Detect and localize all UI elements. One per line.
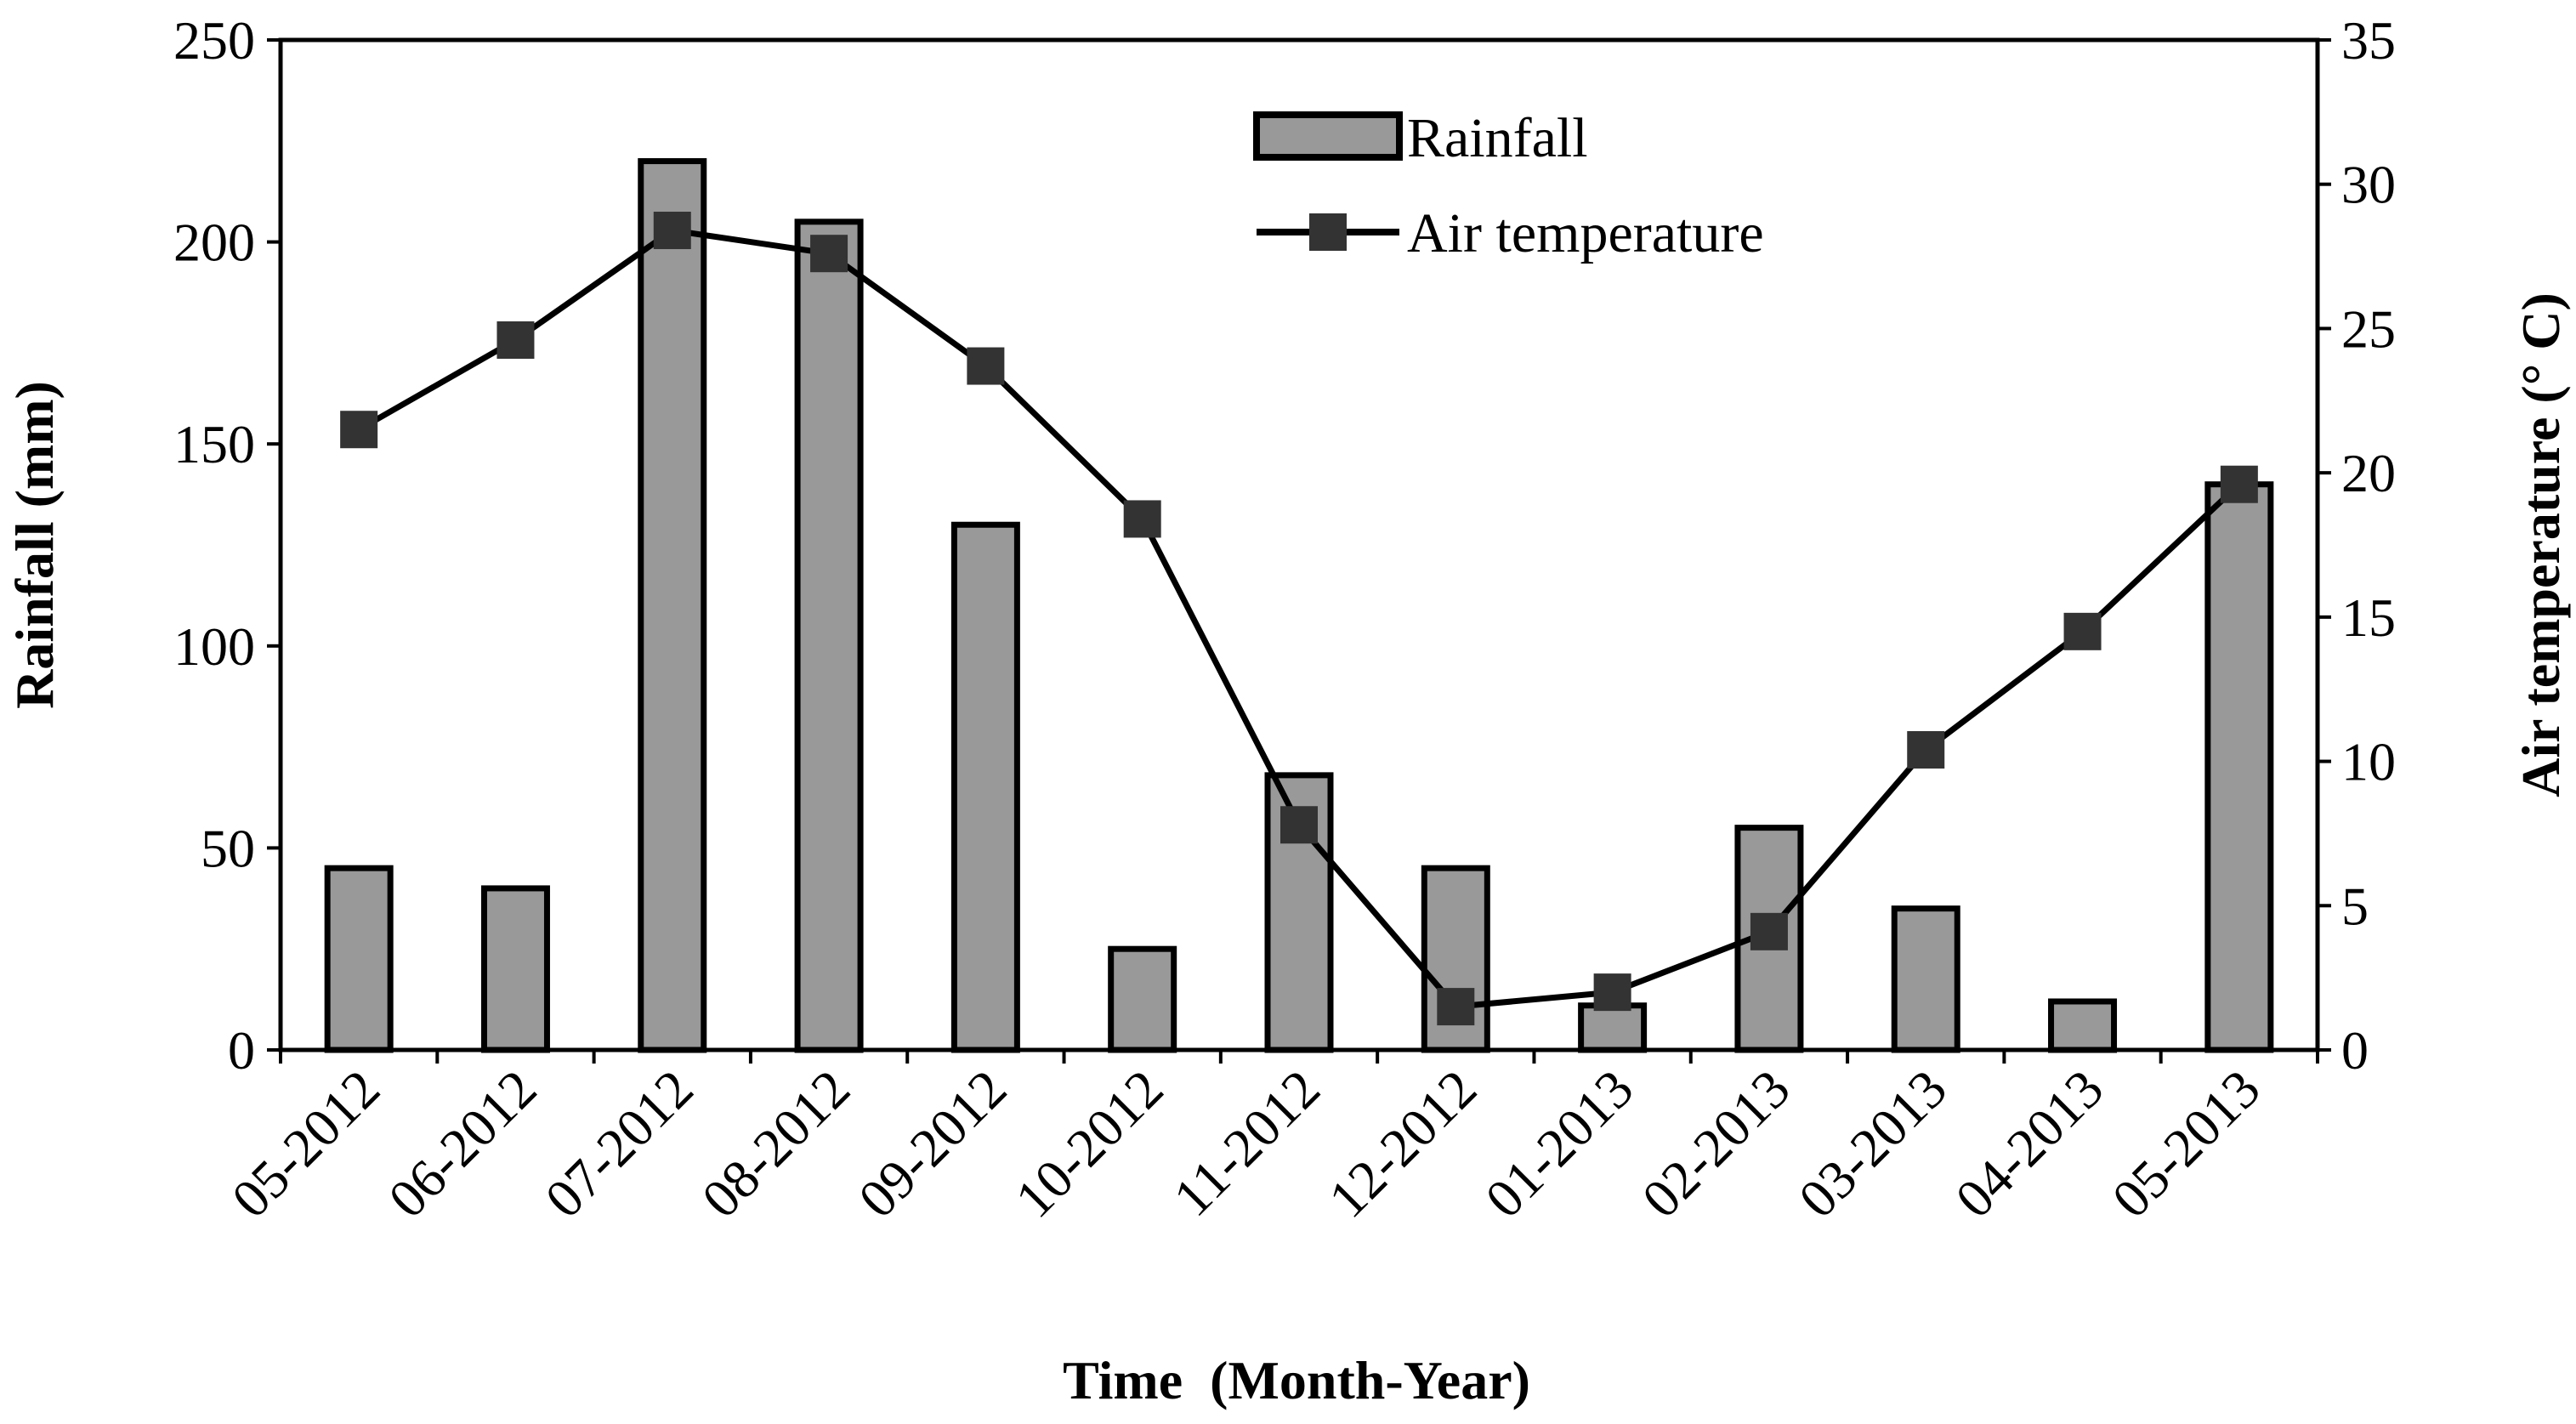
x-tick-label-02-2013: 02-2013: [1631, 1058, 1801, 1229]
x-tick-label-05-2013: 05-2013: [2101, 1058, 2272, 1229]
x-tick-label-09-2012: 09-2012: [847, 1058, 1018, 1229]
legend-rainfall-label: Rainfall: [1407, 107, 1588, 169]
rainfall-bar-03-2013: [1891, 905, 1960, 1053]
y2-tick-label-25: 25: [2341, 298, 2396, 359]
x-tick-label-07-2012: 07-2012: [534, 1058, 705, 1229]
y-tick-label-250: 250: [173, 10, 255, 71]
y-tick-label-0: 0: [228, 1020, 255, 1081]
rainfall-bar-08-2012: [794, 218, 864, 1053]
x-tick-label-03-2013: 03-2013: [1787, 1058, 1958, 1229]
temperature-point-01-2013: [1593, 973, 1631, 1012]
rainfall-bar-09-2012: [950, 521, 1020, 1053]
temperature-point-11-2012: [1280, 806, 1318, 844]
x-tick-label-06-2012: 06-2012: [377, 1058, 548, 1229]
temperature-point-04-2013: [2063, 612, 2102, 650]
y2-tick-label-35: 35: [2341, 10, 2396, 71]
y2-tick-label-10: 10: [2341, 732, 2396, 792]
y2-tick-label-5: 5: [2341, 876, 2369, 936]
rainfall-bar-05-2013: [2204, 481, 2274, 1053]
y2-tick-label-0: 0: [2341, 1020, 2369, 1081]
temperature-point-08-2012: [810, 235, 848, 273]
temperature-point-03-2013: [1907, 730, 1945, 769]
temperature-point-05-2013: [2220, 465, 2258, 503]
x-tick-label-10-2012: 10-2012: [1004, 1058, 1175, 1229]
x-axis-title: Time (Month-Year): [1063, 1350, 1530, 1410]
rainfall-bar-05-2012: [324, 865, 394, 1053]
temperature-point-10-2012: [1123, 500, 1161, 538]
legend-rainfall-swatch: [1253, 111, 1403, 161]
temperature-point-07-2012: [653, 212, 691, 250]
y2-tick-label-20: 20: [2341, 443, 2396, 503]
legend: Rainfall Air temperature: [1253, 107, 1764, 264]
y-axis-title: Rainfall (mm): [4, 381, 65, 709]
y-tick-label-100: 100: [173, 616, 255, 677]
y2-tick-label-30: 30: [2341, 155, 2396, 215]
x-tick-label-08-2012: 08-2012: [690, 1058, 861, 1229]
temperature-point-05-2012: [340, 411, 378, 449]
rainfall-bar-01-2013: [1578, 1002, 1648, 1053]
rainfall-bar-06-2012: [480, 885, 550, 1053]
legend-temperature-marker: [1309, 213, 1347, 251]
x-tick-label-04-2013: 04-2013: [1943, 1058, 2114, 1229]
y-tick-label-150: 150: [173, 414, 255, 474]
y2-tick-label-15: 15: [2341, 587, 2396, 648]
y2-axis-title: Air temperature (° C): [2511, 292, 2571, 797]
x-tick-label-11-2012: 11-2012: [1162, 1058, 1331, 1228]
x-tick-label-01-2013: 01-2013: [1473, 1058, 1644, 1229]
x-tick-label-05-2012: 05-2012: [220, 1058, 391, 1229]
temperature-point-12-2012: [1437, 988, 1475, 1026]
temperature-point-06-2012: [496, 321, 535, 360]
legend-temperature-label: Air temperature: [1407, 202, 1764, 264]
rainfall-bar-10-2012: [1108, 945, 1177, 1053]
y-tick-label-200: 200: [173, 213, 255, 273]
x-tick-label-12-2012: 12-2012: [1317, 1058, 1488, 1229]
temperature-point-02-2013: [1750, 912, 1788, 950]
y-tick-label-50: 50: [201, 818, 255, 878]
rainfall-bar-04-2013: [2048, 998, 2118, 1053]
rainfall-bar-07-2012: [638, 158, 707, 1053]
temperature-point-09-2012: [967, 347, 1005, 385]
rainfall-bar-12-2012: [1421, 865, 1490, 1053]
